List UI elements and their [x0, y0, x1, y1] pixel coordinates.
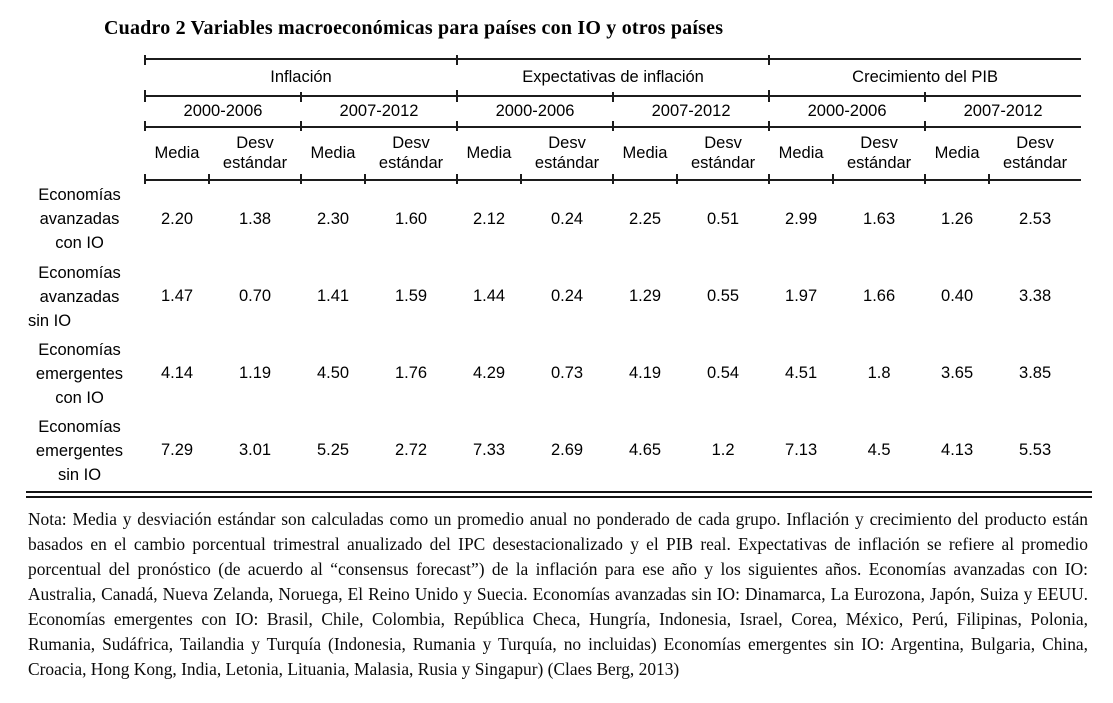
cell-value: 3.85 — [1019, 364, 1052, 382]
row-label-line: con IO — [55, 388, 104, 407]
cell-value: 2.30 — [316, 210, 350, 228]
cell-value: 1.66 — [863, 287, 896, 305]
row-label: Economías avanzadas sin IO — [22, 258, 145, 335]
corner-cell — [22, 59, 145, 96]
period-header: 2000-2006 — [456, 91, 614, 130]
cell-value: 1.63 — [863, 210, 896, 228]
cell-value: 7.13 — [785, 441, 818, 459]
corner-cell — [22, 127, 145, 180]
cell-value: 2.12 — [472, 210, 506, 228]
cell-value: 4.19 — [628, 364, 662, 382]
row-label-line: avanzadas — [39, 210, 120, 228]
period-header: 2007-2012 — [299, 91, 458, 130]
row-label-line: con IO — [55, 234, 104, 252]
table-body: Economías avanzadas con IO 2.20 1.38 2.30 1.60… — [22, 180, 1081, 489]
table-header: Inflación Expectativas de inflación Crecim… — [22, 56, 1082, 183]
cell-value: 3.65 — [941, 364, 974, 382]
cell-value: 1.41 — [316, 287, 350, 305]
cell-value: 1.19 — [238, 364, 272, 382]
cell-value: 0.73 — [550, 364, 584, 382]
macro-table: Inflación Expectativas de inflación Crecim… — [22, 56, 1082, 489]
cell-value: 4.51 — [785, 364, 818, 382]
cell-value: 1.47 — [160, 287, 194, 305]
table-bottom-rule — [26, 491, 1092, 498]
cell-value: 0.24 — [550, 210, 584, 228]
cell-value: 0.54 — [706, 364, 740, 382]
stat-header-media: Media — [612, 127, 678, 183]
cell-value: 1.29 — [628, 287, 662, 305]
stat-header-desv: Desv estándar — [988, 127, 1082, 183]
cell-value: 2.25 — [628, 210, 662, 228]
table-title: Cuadro 2 Variables macroeconómicas para … — [104, 17, 724, 39]
cell-value: 2.99 — [785, 210, 818, 228]
cell-value: 7.29 — [160, 441, 194, 459]
cell-value: 2.69 — [550, 441, 584, 459]
period-header: 2000-2006 — [144, 91, 301, 130]
row-label-line: emergentes — [35, 441, 124, 460]
cell-value: 0.24 — [550, 287, 584, 305]
cell-value: 1.97 — [785, 287, 818, 305]
cell-value: 1.26 — [941, 210, 974, 228]
stat-header-media: Media — [768, 127, 834, 183]
cell-value: 3.01 — [238, 441, 272, 459]
row-label-line: Economías — [38, 186, 121, 204]
row-label: Economías emergentes sin IO — [22, 412, 145, 489]
period-header: 2007-2012 — [612, 91, 770, 130]
cell-value: 2.53 — [1019, 210, 1052, 228]
table-row: Economías avanzadas con IO 2.20 1.38 2.30 1.60… — [22, 180, 1081, 258]
cell-value: 4.50 — [316, 364, 350, 382]
stat-header-media: Media — [924, 127, 990, 183]
cell-value: 0.55 — [706, 287, 740, 305]
period-header: 2007-2012 — [924, 91, 1082, 130]
stat-header-media: Media — [300, 127, 365, 183]
cell-value: 1.59 — [394, 287, 428, 305]
row-label-line: Economías — [38, 263, 121, 282]
stat-header-media: Media — [144, 127, 209, 183]
cell-value: 5.25 — [316, 441, 350, 459]
stat-header-desv: Desv estándar — [832, 127, 926, 183]
row-label-line: Economías — [38, 340, 121, 359]
cell-value: 3.38 — [1019, 287, 1052, 305]
cell-value: 0.40 — [941, 287, 974, 305]
table-row: Economías emergentes con IO 4.14 1.19 4.50 1.7… — [22, 335, 1081, 412]
cell-value: 1.60 — [394, 210, 428, 228]
cell-value: 1.8 — [867, 364, 891, 382]
row-label-line: sin IO — [57, 465, 102, 484]
cell-value: 7.33 — [472, 441, 506, 459]
cell-value: 5.53 — [1019, 441, 1052, 459]
col-group-header: Inflación — [143, 56, 458, 101]
cell-value: 4.29 — [472, 364, 506, 382]
row-label: Economías emergentes con IO — [22, 335, 145, 412]
row-label-line: emergentes — [35, 364, 124, 383]
row-label-line: sin IO — [28, 311, 72, 330]
stat-header-desv: Desv estándar — [208, 127, 301, 183]
cell-value: 0.70 — [238, 287, 272, 305]
table-note: Nota: Media y desviación estándar son ca… — [28, 509, 1088, 679]
cell-value: 4.13 — [941, 441, 974, 459]
cell-value: 1.44 — [472, 287, 506, 305]
stat-header-desv: Desv estándar — [676, 127, 770, 183]
row-label: Economías avanzadas con IO — [22, 180, 145, 258]
row-label-line: Economías — [38, 417, 121, 436]
cell-value: 1.38 — [238, 210, 272, 228]
cell-value: 2.20 — [160, 210, 194, 228]
stat-header-desv: Desv estándar — [363, 127, 458, 183]
stat-header-desv: Desv estándar — [520, 127, 614, 183]
table-row: Economías emergentes sin IO 7.29 3.01 5.25 2.7… — [22, 412, 1081, 489]
cell-value: 1.2 — [711, 441, 735, 459]
cell-value: 0.51 — [706, 210, 740, 228]
cell-value: 2.72 — [394, 441, 428, 459]
table-row: Economías avanzadas sin IO 1.47 0.70 1.41 1.59… — [22, 258, 1081, 335]
period-header: 2000-2006 — [768, 91, 926, 130]
col-group-header: Expectativas de inflación — [456, 56, 770, 101]
page: Cuadro 2 Variables macroeconómicas para … — [22, 17, 1092, 679]
cell-value: 4.65 — [628, 441, 662, 459]
cell-value: 1.76 — [394, 364, 428, 382]
cell-value: 4.14 — [160, 364, 194, 382]
corner-cell — [22, 96, 145, 127]
row-label-line: avanzadas — [39, 287, 120, 306]
cell-value: 4.5 — [867, 441, 891, 459]
stat-header-media: Media — [456, 127, 522, 183]
col-group-header: Crecimiento del PIB — [768, 56, 1082, 101]
